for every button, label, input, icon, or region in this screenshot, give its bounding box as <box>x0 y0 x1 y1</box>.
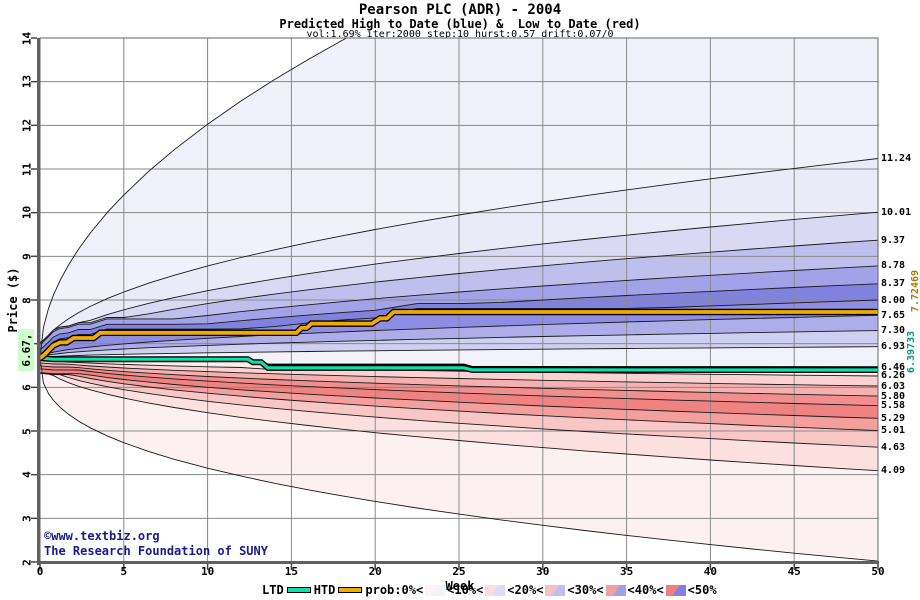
contour-line <box>40 372 878 432</box>
chart-subtitle: Predicted High to Date (blue) & Low to D… <box>279 17 641 31</box>
htd-final-value-label: 7.72469 <box>909 269 920 313</box>
right-price-label: 5.58 <box>881 400 906 412</box>
x-tick-label: 0 <box>36 565 44 578</box>
right-price-label: 11.24 <box>881 153 912 165</box>
right-price-label: 7.30 <box>881 325 906 337</box>
band-fill <box>40 283 878 355</box>
right-price-label: 5.01 <box>881 425 906 437</box>
legend-label: <50% <box>687 583 717 597</box>
legend-htd-line-swatch <box>338 587 363 593</box>
y-tick-label: 13 <box>20 75 34 89</box>
contour-line <box>40 358 878 562</box>
x-tick-label: 35 <box>619 565 634 578</box>
right-price-label: 8.78 <box>881 260 906 272</box>
right-price-label: 10.01 <box>881 206 912 218</box>
y-tick-label: 11 <box>20 162 34 176</box>
legend-label: prob:0%< <box>365 583 424 597</box>
contour-line <box>40 368 878 407</box>
contour-line <box>40 362 878 387</box>
chart-title: Pearson PLC (ADR) - 2004 <box>358 2 562 18</box>
contour-line <box>40 38 348 359</box>
contour-line <box>40 372 878 472</box>
contour-line <box>40 239 878 344</box>
y-tick-label: 5 <box>20 427 34 435</box>
band-fill <box>40 372 878 431</box>
ltd-line <box>39 356 879 372</box>
y-tick-label: 14 <box>20 31 34 45</box>
ltd-final-value-label: 6.39733 <box>905 330 917 374</box>
right-price-label: 4.63 <box>881 441 906 453</box>
chart-parameters: vol:1.69% iter:2000 step:10 hurst:0.57 d… <box>306 29 614 40</box>
contour-line <box>40 372 878 448</box>
htd-line <box>38 310 878 360</box>
legend-label: <20%< <box>507 583 544 597</box>
contour-line <box>40 283 878 350</box>
right-price-label: 8.37 <box>881 278 906 290</box>
contour-line <box>40 158 878 344</box>
x-tick-label: 30 <box>536 565 550 578</box>
contour-line <box>40 265 878 345</box>
contour-line <box>40 346 878 360</box>
start-price-label: 6.67, <box>18 329 34 371</box>
legend-ltd-line-swatch <box>286 587 311 593</box>
legend-label: LTD <box>262 583 284 597</box>
y-tick-label: 9 <box>20 253 34 260</box>
y-tick-label: 8 <box>20 296 34 304</box>
right-price-label: 5.80 <box>881 390 906 402</box>
legend-swatch-1 <box>485 584 506 596</box>
y-tick-label: 6 <box>20 384 34 391</box>
band-fill <box>40 373 878 448</box>
x-tick-label: 10 <box>200 565 215 578</box>
legend-label: <10%< <box>447 583 484 597</box>
right-price-label: 9.37 <box>881 234 906 246</box>
x-axis-bar <box>37 561 879 564</box>
right-price-label: 6.26 <box>881 370 906 382</box>
x-tick-label: 15 <box>284 565 299 578</box>
x-axis-title: Week <box>445 579 475 593</box>
y-axis-bar <box>37 38 40 565</box>
y-tick-label: 12 <box>20 118 34 132</box>
legend-swatch-3 <box>605 584 626 596</box>
contour-line <box>40 299 878 355</box>
legend-label: <40%< <box>627 583 664 597</box>
right-price-label: 7.65 <box>881 309 906 321</box>
watermark-org: The Research Foundation of SUNY <box>44 544 268 558</box>
legend-swatch-4 <box>665 584 686 596</box>
watermark: ©www.textbiz.org The Research Foundation… <box>44 529 268 559</box>
y-tick-label: 3 <box>20 515 34 522</box>
legend-swatch-2 <box>545 584 566 596</box>
right-price-label: 5.29 <box>881 412 906 424</box>
right-price-label: 4.09 <box>881 465 906 477</box>
band-fill <box>40 240 878 345</box>
right-price-label: 6.03 <box>881 380 906 392</box>
y-tick-label: 4 <box>20 471 34 478</box>
x-tick-label: 45 <box>787 565 801 578</box>
x-tick-label: 5 <box>120 565 128 578</box>
right-price-label: 8.00 <box>881 294 906 306</box>
right-price-label: 6.46 <box>881 361 906 373</box>
x-tick-label: 20 <box>368 565 382 578</box>
band-fill <box>40 365 878 406</box>
x-tick-label: 40 <box>703 565 718 578</box>
legend-swatch-0 <box>425 584 446 596</box>
contour-line <box>40 365 878 397</box>
right-price-label: 6.93 <box>881 341 906 353</box>
legend: LTD HTD prob:0%< <10%< <20%< <30%< <40%< <50% <box>262 583 717 597</box>
band-fill <box>40 373 878 471</box>
x-tick-label: 50 <box>871 565 885 578</box>
watermark-site: ©www.textbiz.org <box>44 529 160 543</box>
legend-label: HTD <box>313 583 336 597</box>
band-fill <box>40 265 878 350</box>
contour-line <box>40 330 878 360</box>
x-tick-label: 25 <box>452 565 466 578</box>
contour-line <box>40 372 878 419</box>
y-tick-label: 10 <box>20 206 34 220</box>
band-fill <box>40 212 878 343</box>
legend-label: <30%< <box>567 583 604 597</box>
